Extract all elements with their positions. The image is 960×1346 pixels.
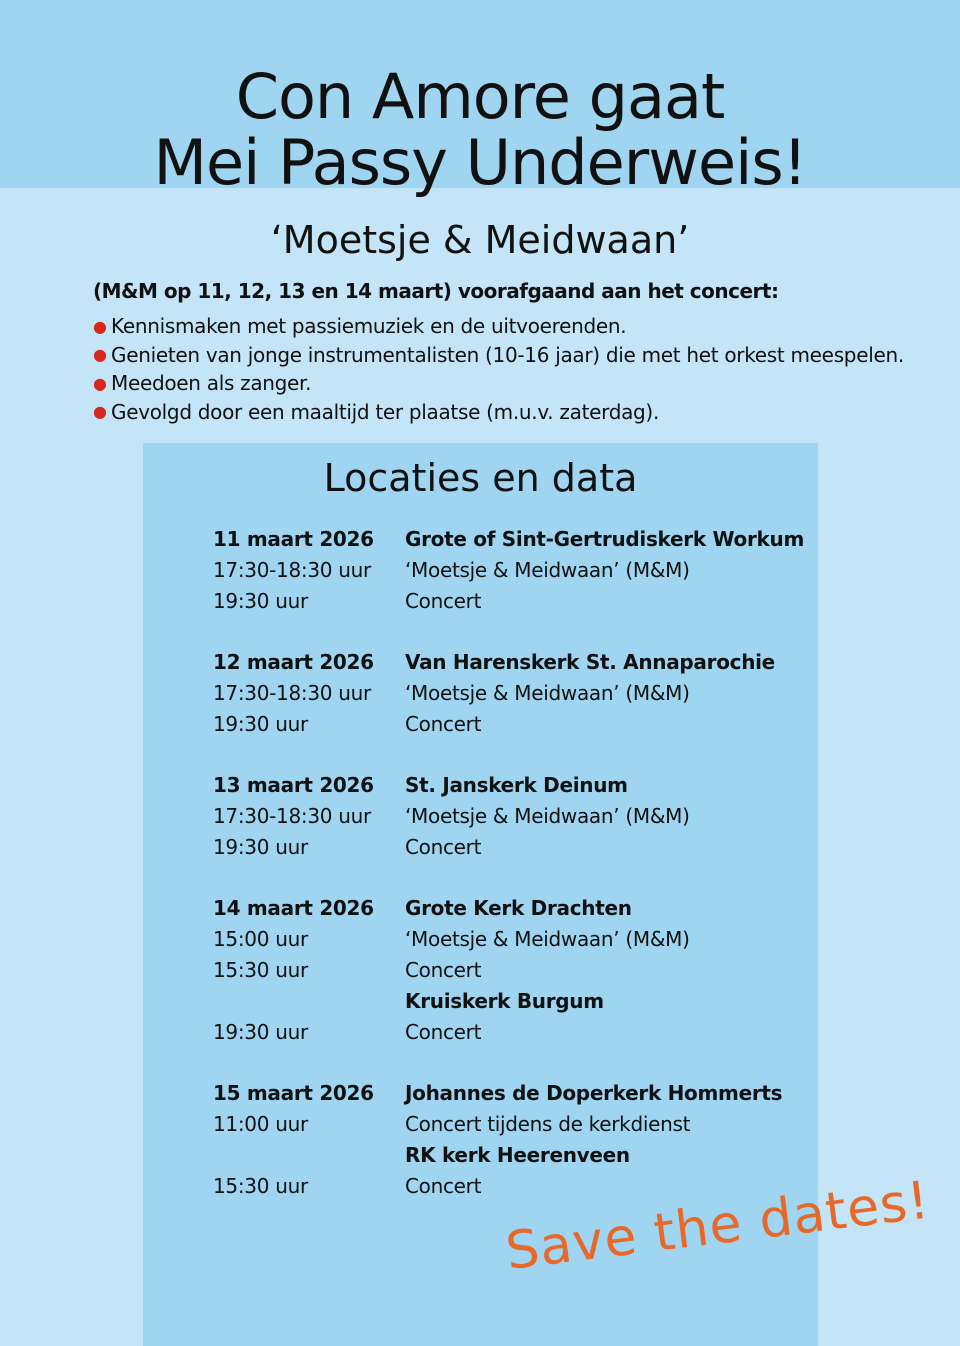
schedule-event: Concert: [405, 589, 482, 613]
schedule-row: 15:00 uur ‘Moetsje & Meidwaan’ (M&M): [0, 924, 960, 955]
bullet-icon: ●: [93, 402, 107, 422]
bullet-icon: ●: [93, 373, 107, 393]
schedule-row: 19:30 uur Concert: [0, 1017, 960, 1048]
bullet-text: Genieten van jonge instrumentalisten (10…: [111, 342, 904, 367]
schedule-time: 17:30-18:30 uur: [213, 804, 371, 828]
schedule-row: 15 maart 2026 Johannes de Doperkerk Homme…: [0, 1078, 960, 1109]
schedule-event: Grote of Sint-Gertrudiskerk Workum: [405, 527, 805, 551]
list-item: ● Meedoen als zanger.: [93, 369, 904, 398]
schedule-time: 19:30 uur: [213, 589, 308, 613]
list-item: ● Gevolgd door een maaltijd ter plaatse (…: [93, 398, 904, 427]
schedule-time: 15:00 uur: [213, 927, 308, 951]
schedule-time: 19:30 uur: [213, 835, 308, 859]
schedule-row: 11 maart 2026 Grote of Sint-Gertrudiskerk…: [0, 524, 960, 555]
schedule-row: 11:00 uur Concert tijdens de kerkdienst: [0, 1109, 960, 1140]
schedule-event: St. Janskerk Deinum: [405, 773, 628, 797]
header-band: [0, 0, 960, 188]
schedule-row: 17:30-18:30 uur ‘Moetsje & Meidwaan’ (M&M…: [0, 555, 960, 586]
schedule-event: Johannes de Doperkerk Hommerts: [405, 1081, 783, 1105]
title-line-1: Con Amore gaat: [235, 60, 726, 133]
intro-text: (M&M op 11, 12, 13 en 14 maart) voorafga…: [93, 279, 779, 303]
schedule-time: 13 maart 2026: [213, 773, 374, 797]
schedule-event: Concert: [405, 1174, 482, 1198]
schedule-time: 12 maart 2026: [213, 650, 374, 674]
locations-panel: [143, 443, 818, 1346]
schedule-row: 17:30-18:30 uur ‘Moetsje & Meidwaan’ (M&M…: [0, 801, 960, 832]
schedule-event: Van Harenskerk St. Annaparochie: [405, 650, 775, 674]
subtitle: ‘Moetsje & Meidwaan’: [270, 218, 690, 262]
schedule-row: 17:30-18:30 uur ‘Moetsje & Meidwaan’ (M&M…: [0, 678, 960, 709]
bullet-text: Kennismaken met passiemuziek en de uitvo…: [111, 314, 627, 339]
schedule-time: 15:30 uur: [213, 958, 308, 982]
schedule-row: 19:30 uur Concert: [0, 586, 960, 617]
schedule-row: 12 maart 2026 Van Harenskerk St. Annaparo…: [0, 647, 960, 678]
locations-title: Locaties en data: [323, 456, 638, 500]
bullet-list: ● Kennismaken met passiemuziek en de uitv…: [93, 312, 904, 426]
schedule-time: 14 maart 2026: [213, 896, 374, 920]
schedule-event: Concert: [405, 1020, 482, 1044]
schedule-event: Concert: [405, 712, 482, 736]
schedule-time: 19:30 uur: [213, 1020, 308, 1044]
schedule-row: 19:30 uur Concert: [0, 832, 960, 863]
schedule-row: Kruiskerk Burgum: [0, 986, 960, 1017]
list-item: ● Genieten van jonge instrumentalisten (1…: [93, 341, 904, 370]
schedule-event: ‘Moetsje & Meidwaan’ (M&M): [405, 927, 690, 951]
schedule-event: ‘Moetsje & Meidwaan’ (M&M): [405, 804, 690, 828]
schedule-row: 15:30 uur Concert: [0, 1171, 960, 1202]
schedule-event: Concert: [405, 835, 482, 859]
schedule-event: Grote Kerk Drachten: [405, 896, 632, 920]
bullet-text: Meedoen als zanger.: [111, 371, 312, 396]
schedule-time: 17:30-18:30 uur: [213, 558, 371, 582]
title-line-2: Mei Passy Underweis!: [153, 126, 807, 199]
schedule-time: 11 maart 2026: [213, 527, 374, 551]
bullet-icon: ●: [93, 316, 107, 336]
schedule-row: 19:30 uur Concert: [0, 709, 960, 740]
schedule-event: ‘Moetsje & Meidwaan’ (M&M): [405, 681, 690, 705]
schedule-row: RK kerk Heerenveen: [0, 1140, 960, 1171]
schedule-event: ‘Moetsje & Meidwaan’ (M&M): [405, 558, 690, 582]
schedule-time: 11:00 uur: [213, 1112, 308, 1136]
bullet-icon: ●: [93, 345, 107, 365]
schedule-event: Concert tijdens de kerkdienst: [405, 1112, 691, 1136]
schedule-time: 15 maart 2026: [213, 1081, 374, 1105]
schedule-time: 15:30 uur: [213, 1174, 308, 1198]
list-item: ● Kennismaken met passiemuziek en de uitv…: [93, 312, 904, 341]
bullet-text: Gevolgd door een maaltijd ter plaatse (m…: [111, 399, 659, 424]
schedule-row: 13 maart 2026 St. Janskerk Deinum: [0, 770, 960, 801]
schedule-row: 15:30 uur Concert: [0, 955, 960, 986]
schedule-event: Kruiskerk Burgum: [405, 989, 604, 1013]
schedule-time: 19:30 uur: [213, 712, 308, 736]
schedule-event: RK kerk Heerenveen: [405, 1143, 630, 1167]
schedule-event: Concert: [405, 958, 482, 982]
schedule-row: 14 maart 2026 Grote Kerk Drachten: [0, 893, 960, 924]
schedule-time: 17:30-18:30 uur: [213, 681, 371, 705]
